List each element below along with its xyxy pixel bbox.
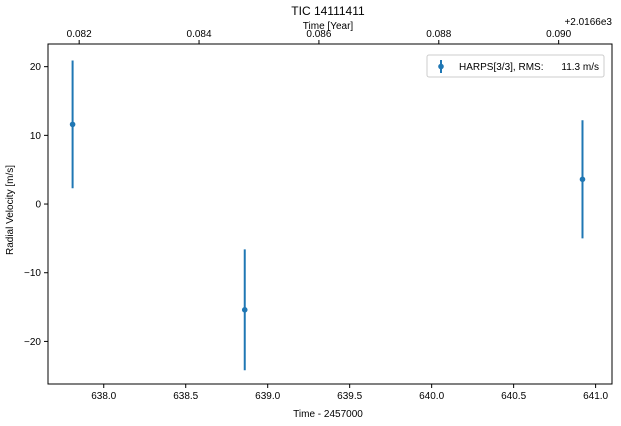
legend-box (426, 54, 605, 78)
x-tick-label: 640.0 (419, 391, 444, 402)
x-tick-label: 639.5 (337, 391, 362, 402)
y-tick-label: 10 (30, 131, 42, 142)
legend-rms-value: 11.3 m/s (561, 62, 599, 73)
top-x-tick-label: 0.084 (187, 29, 212, 40)
y-tick-label: 20 (30, 62, 42, 73)
y-tick-label: 0 (35, 200, 41, 211)
x-tick-label: 638.5 (173, 391, 198, 402)
data-point (579, 176, 586, 183)
legend-point-marker (438, 63, 444, 70)
top-x-tick-label: 0.088 (426, 29, 451, 40)
x-tick-label: 638.0 (91, 391, 116, 402)
x-tick-label: 640.5 (501, 391, 526, 402)
legend: HARPS[3/3], RMS: 11.3 m/s (426, 54, 605, 78)
x-axis-title: Time - 2457000 (293, 409, 363, 420)
x-tick-label: 639.0 (255, 391, 280, 402)
top-x-tick-label: 0.086 (306, 29, 331, 40)
data-point (69, 121, 76, 128)
legend-label: HARPS[3/3], RMS: (459, 62, 543, 73)
y-axis-title: Radial Velocity [m/s] (5, 165, 16, 255)
x-tick-label: 641.0 (583, 391, 608, 402)
top-x-axis-title: Time [Year] (303, 21, 354, 32)
y-tick-label: −20 (24, 337, 41, 348)
top-axis-offset-label: +2.0166e3 (564, 17, 612, 28)
top-x-tick-label: 0.082 (67, 29, 92, 40)
y-tick-label: −10 (24, 268, 41, 279)
top-x-tick-label: 0.090 (546, 29, 571, 40)
plot-frame (47, 43, 613, 385)
data-point (241, 307, 248, 313)
chart-title: TIC 14111411 (291, 4, 365, 18)
plot-area: 638.0 638.5 639.0 639.5 640.0 640.5 641.0 −20 −1… (24, 29, 609, 402)
